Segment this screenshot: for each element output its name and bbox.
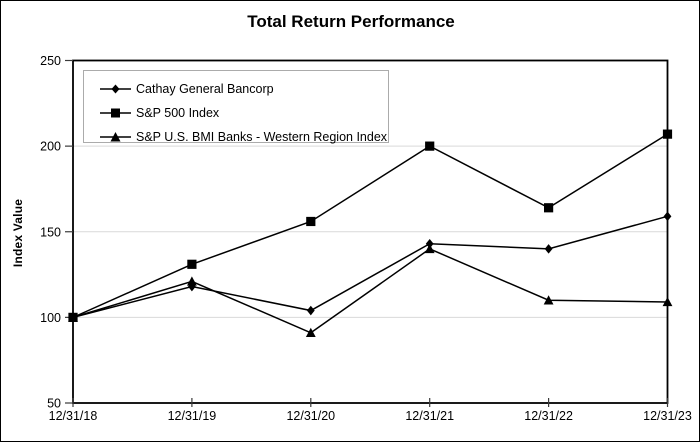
x-tick-label-1: 12/31/19 <box>168 409 217 423</box>
series-1-point-5 <box>662 129 673 139</box>
y-tick-label-150: 150 <box>40 225 61 239</box>
square-series-marker-icon <box>100 108 131 118</box>
series-2-point-1 <box>187 276 197 286</box>
series-2-point-2 <box>305 327 316 337</box>
series-0-point-4 <box>544 244 553 254</box>
series-2-point-3 <box>424 243 435 254</box>
chart-legend: Cathay General Bancorp S&P 500 Index S&P… <box>83 70 389 144</box>
x-tick-label-5: 12/31/23 <box>643 409 692 423</box>
x-tick-label-0: 12/31/18 <box>49 409 98 423</box>
legend-entry-sp500: S&P 500 Index <box>99 101 388 125</box>
series-2-point-4 <box>543 295 554 305</box>
y-tick-label-100: 100 <box>40 311 61 325</box>
series-1-point-3 <box>425 141 435 151</box>
legend-label-sp-bmi-banks-western: S&P U.S. BMI Banks - Western Region Inde… <box>136 130 388 144</box>
series-line-1 <box>72 133 668 319</box>
series-1-point-2 <box>306 216 316 227</box>
y-tick-label-250: 250 <box>40 54 61 68</box>
series-0-point-3 <box>425 238 434 249</box>
series-0-point-5 <box>663 211 672 222</box>
legend-label-sp500: S&P 500 Index <box>136 106 220 120</box>
chart-title: Total Return Performance <box>247 12 455 31</box>
series-1-point-4 <box>544 203 554 213</box>
series-2-point-0 <box>68 312 78 322</box>
legend-entry-sp-bmi-banks-western: S&P U.S. BMI Banks - Western Region Inde… <box>99 125 388 149</box>
series-line-2 <box>72 248 668 334</box>
legend-entry-cathay-general-bancorp: Cathay General Bancorp <box>99 77 388 101</box>
y-tick-label-50: 50 <box>47 397 61 411</box>
x-tick-label-4: 12/31/22 <box>524 409 573 423</box>
series-1-point-1 <box>187 259 197 269</box>
y-tick-label-200: 200 <box>40 140 61 154</box>
x-tick-label-2: 12/31/20 <box>286 409 335 423</box>
triangle-series-marker-icon <box>100 132 131 142</box>
series-0-point-2 <box>306 305 315 316</box>
series-2-point-5 <box>662 296 673 307</box>
x-tick-label-3: 12/31/21 <box>405 409 454 423</box>
diamond-series-marker-icon <box>100 84 131 94</box>
legend-label-cathay-general-bancorp: Cathay General Bancorp <box>136 82 274 96</box>
series-line-0 <box>72 215 668 319</box>
